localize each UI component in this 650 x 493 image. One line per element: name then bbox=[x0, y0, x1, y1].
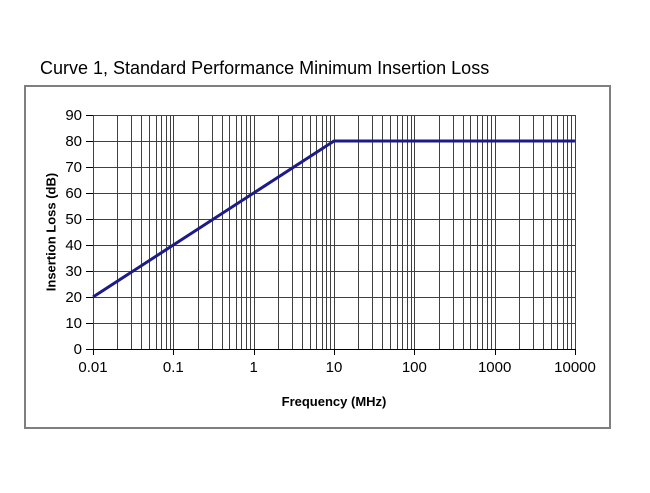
data-line bbox=[92, 139, 575, 299]
x-tick-label: 0.1 bbox=[163, 359, 184, 376]
x-tick-label: 1 bbox=[249, 359, 257, 376]
x-tick-label: 100 bbox=[402, 359, 427, 376]
x-axis-title: Frequency (MHz) bbox=[281, 394, 387, 409]
y-tick-label: 30 bbox=[65, 263, 82, 280]
y-tick-label: 0 bbox=[74, 341, 82, 358]
y-tick-label: 80 bbox=[65, 133, 82, 150]
y-tick-label: 60 bbox=[65, 185, 82, 202]
y-tick-label: 70 bbox=[65, 159, 82, 176]
chart-title: Curve 1, Standard Performance Minimum In… bbox=[40, 58, 490, 78]
y-tick-label: 90 bbox=[65, 107, 82, 124]
x-tick-label: 1000 bbox=[478, 359, 511, 376]
x-tick-label: 10000 bbox=[554, 359, 596, 376]
x-tick-label: 0.01 bbox=[78, 359, 107, 376]
x-tick-label: 10 bbox=[326, 359, 343, 376]
y-tick-label: 50 bbox=[65, 211, 82, 228]
y-tick-label: 10 bbox=[65, 315, 82, 332]
y-axis-title: Insertion Loss (dB) bbox=[43, 172, 59, 292]
plot-frame bbox=[24, 85, 611, 429]
y-tick-label: 40 bbox=[65, 237, 82, 254]
y-tick-label: 20 bbox=[65, 289, 82, 306]
